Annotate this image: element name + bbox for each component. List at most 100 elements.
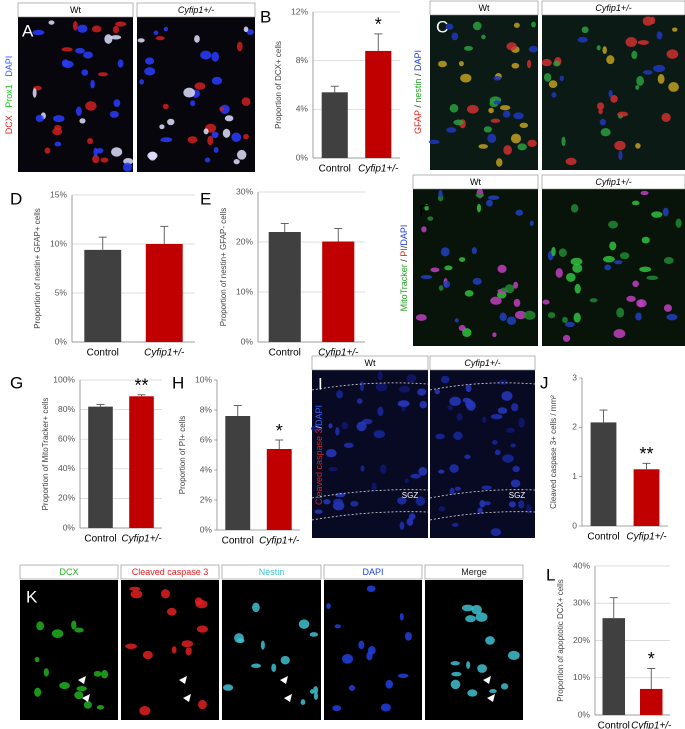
cell [183, 87, 196, 98]
cell [211, 131, 219, 139]
sgz-boundary [429, 511, 536, 521]
cell [380, 464, 387, 474]
cell [454, 486, 462, 491]
cell [513, 22, 520, 28]
cell [44, 147, 51, 154]
cell [397, 673, 409, 678]
cell [194, 35, 200, 43]
stain-part: Cleaved caspase 3 [314, 428, 324, 505]
cell [451, 32, 459, 41]
cell [489, 689, 497, 694]
cell [75, 47, 85, 54]
cell [61, 47, 73, 52]
image-header: Wt [470, 177, 481, 187]
stain-part: MitoTracker [399, 264, 409, 311]
cell [204, 157, 211, 163]
cell [653, 64, 666, 73]
cell [313, 686, 319, 695]
cell [398, 385, 411, 393]
cell [493, 100, 501, 105]
y-tick-label: 0% [296, 152, 309, 162]
cell [32, 88, 37, 98]
cell [167, 118, 175, 126]
cell [142, 650, 153, 660]
cell [511, 403, 519, 412]
y-tick-label: 1 [572, 471, 577, 481]
cell [553, 60, 561, 67]
y-tick-label: 2 [572, 422, 577, 432]
panel-letter: K [26, 587, 38, 606]
image-header-box [429, 0, 539, 16]
bar [88, 406, 113, 528]
x-tick-label: Control [598, 721, 630, 729]
cell [636, 299, 647, 308]
cell [125, 643, 137, 650]
cell [663, 304, 672, 312]
significance: ** [639, 444, 653, 464]
cell [543, 72, 552, 82]
stain-part: nestin [413, 79, 423, 103]
arrowhead [78, 676, 86, 684]
sgz-boundary [311, 511, 429, 521]
cell [252, 602, 260, 613]
stain-part: / [413, 71, 423, 79]
cell [483, 126, 492, 133]
cell [113, 99, 121, 108]
cell [366, 651, 373, 661]
cell [477, 507, 483, 514]
cell [185, 647, 192, 656]
cell [300, 699, 306, 706]
y-axis-label: Proportion of DCX+ cells [274, 41, 283, 129]
cell [34, 687, 42, 697]
bar [225, 416, 251, 530]
cell [596, 45, 601, 51]
cell [485, 636, 495, 645]
cell [194, 82, 206, 90]
cell [104, 34, 113, 44]
y-tick-label: 4% [296, 104, 309, 114]
micrograph [20, 580, 118, 720]
x-tick-label: Cyfip1+/- [631, 721, 672, 729]
cell [404, 478, 409, 484]
cell [222, 128, 231, 138]
cell [512, 465, 520, 473]
cell [501, 391, 513, 401]
cell [656, 31, 663, 40]
arrowhead [179, 676, 187, 684]
x-tick-label: Control [84, 534, 116, 545]
cell [371, 482, 377, 492]
cell [200, 50, 212, 60]
y-tick-label: 8% [200, 404, 213, 414]
cell [356, 398, 363, 404]
image-header-box [424, 564, 524, 580]
cell [517, 500, 525, 509]
significance: * [276, 421, 283, 441]
error-bar [647, 667, 656, 689]
x-tick-label: Control [587, 532, 619, 543]
y-axis-label: Proportion of MitoTracker+ cells [41, 398, 50, 511]
cell [471, 247, 477, 255]
cell [529, 220, 534, 226]
stain-part: / [4, 77, 14, 85]
cell [427, 216, 434, 221]
cell [558, 248, 567, 257]
stain-label: MitoTracker / PI/DAPI [399, 225, 409, 312]
cell [519, 122, 529, 129]
cell [454, 318, 459, 323]
image-header: Wt [479, 3, 490, 13]
cell [415, 314, 427, 321]
cell [466, 661, 471, 669]
bar [145, 244, 183, 342]
image-header: Wt [70, 5, 81, 15]
image-header-box [221, 564, 322, 580]
cell [581, 26, 589, 34]
cell [237, 638, 245, 644]
cell [486, 199, 493, 207]
image-header-box [17, 2, 134, 18]
cell [513, 298, 521, 307]
y-axis-label: Proportion of PI+ cells [178, 416, 187, 494]
cell [418, 466, 428, 476]
bar [322, 241, 355, 342]
cell [613, 329, 626, 339]
cell [420, 274, 433, 280]
